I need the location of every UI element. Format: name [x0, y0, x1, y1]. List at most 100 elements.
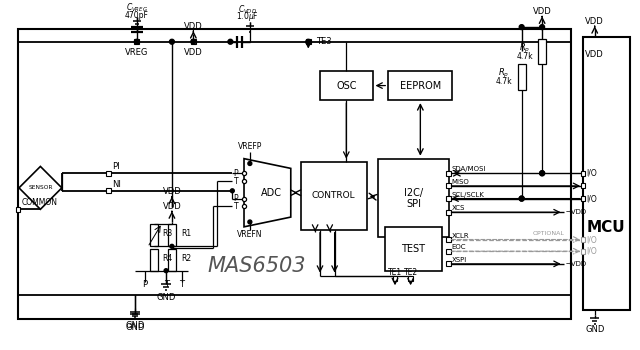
Bar	[446, 183, 451, 188]
Text: $R_p$: $R_p$	[499, 67, 510, 80]
Text: SPI: SPI	[406, 199, 421, 209]
Text: T: T	[164, 280, 168, 289]
Bar	[408, 276, 413, 281]
Bar	[385, 227, 442, 271]
Circle shape	[540, 25, 545, 29]
Text: VDD: VDD	[586, 50, 604, 59]
Bar	[446, 237, 451, 242]
Text: T: T	[234, 202, 238, 211]
Bar	[580, 171, 586, 176]
Bar	[301, 162, 367, 230]
Text: R1: R1	[182, 229, 192, 238]
Text: I/O: I/O	[586, 235, 596, 244]
Text: GND: GND	[585, 325, 604, 334]
Text: VDD: VDD	[184, 48, 203, 57]
Text: VDD: VDD	[163, 202, 181, 211]
Circle shape	[248, 220, 252, 224]
Text: VREFP: VREFP	[237, 142, 262, 152]
Text: I/O: I/O	[586, 194, 596, 203]
Bar	[150, 249, 158, 271]
Text: GND: GND	[125, 323, 145, 332]
Bar	[168, 249, 176, 271]
Text: 4.7k: 4.7k	[496, 77, 513, 86]
Text: ADC: ADC	[260, 188, 282, 198]
Text: →VDD: →VDD	[566, 261, 587, 267]
Bar	[134, 39, 140, 44]
Circle shape	[306, 39, 311, 44]
Text: MAS6503: MAS6503	[207, 256, 306, 276]
Bar	[538, 39, 546, 64]
Text: VDD: VDD	[163, 187, 181, 196]
Circle shape	[191, 39, 196, 44]
Text: SCL/SCLK: SCL/SCLK	[451, 191, 484, 198]
Circle shape	[519, 25, 524, 29]
Text: PI: PI	[113, 162, 120, 171]
Text: TE2: TE2	[404, 268, 418, 277]
Text: XSPI: XSPI	[451, 257, 467, 263]
Bar	[446, 171, 451, 176]
Text: TEST: TEST	[401, 244, 426, 254]
Bar	[446, 261, 451, 266]
Bar	[392, 276, 397, 281]
Text: EEPROM: EEPROM	[400, 80, 441, 91]
Text: TE3: TE3	[316, 37, 332, 46]
Circle shape	[540, 171, 545, 176]
Circle shape	[228, 39, 233, 44]
Text: VREFN: VREFN	[237, 230, 262, 239]
Bar	[580, 249, 586, 254]
Bar	[446, 196, 451, 201]
Text: COMMON: COMMON	[22, 198, 58, 207]
Text: P: P	[142, 280, 147, 289]
Text: XCS: XCS	[451, 205, 465, 211]
Text: P: P	[234, 169, 238, 178]
Bar	[446, 249, 451, 254]
Text: VDD: VDD	[586, 17, 604, 26]
Text: R4: R4	[162, 254, 172, 264]
Bar	[150, 224, 158, 246]
Bar	[446, 210, 451, 215]
Polygon shape	[19, 167, 62, 209]
Text: NI: NI	[113, 180, 122, 189]
Text: VREG: VREG	[125, 48, 148, 57]
Text: OPTIONAL: OPTIONAL	[533, 231, 565, 236]
Bar	[580, 237, 586, 242]
Text: MISO: MISO	[451, 179, 469, 185]
Text: P: P	[234, 194, 238, 203]
Bar	[583, 37, 630, 310]
Bar	[18, 29, 572, 320]
Text: T: T	[234, 176, 238, 186]
Bar	[106, 171, 111, 176]
Circle shape	[540, 171, 545, 176]
Text: $C_{VDD}$: $C_{VDD}$	[239, 4, 257, 16]
Bar	[378, 159, 449, 237]
Bar	[15, 207, 20, 212]
Text: XCLR: XCLR	[451, 232, 469, 239]
Circle shape	[248, 162, 252, 166]
Bar	[320, 71, 372, 100]
Bar	[306, 39, 311, 44]
Text: 1.0$\mu$F: 1.0$\mu$F	[236, 10, 259, 23]
Text: I2C/: I2C/	[404, 188, 423, 198]
Text: I/O: I/O	[586, 247, 596, 256]
Bar	[580, 196, 586, 201]
Text: EOC: EOC	[451, 244, 466, 250]
Text: OSC: OSC	[336, 80, 356, 91]
Bar	[191, 39, 196, 44]
Bar	[168, 224, 176, 246]
Circle shape	[170, 244, 174, 248]
Text: R2: R2	[182, 254, 192, 264]
Circle shape	[164, 269, 168, 273]
Bar	[518, 64, 525, 90]
Circle shape	[170, 39, 174, 44]
Text: SDA/MOSI: SDA/MOSI	[451, 166, 486, 172]
Circle shape	[134, 39, 140, 44]
Text: →VDD: →VDD	[566, 209, 587, 215]
Text: VDD: VDD	[532, 7, 552, 16]
Bar	[388, 71, 452, 100]
Text: 470pF: 470pF	[125, 11, 148, 20]
Text: 4.7k: 4.7k	[516, 52, 533, 61]
Text: T: T	[179, 280, 184, 289]
Text: R3: R3	[162, 229, 172, 238]
Text: SENSOR: SENSOR	[28, 186, 52, 190]
Text: $R_p$: $R_p$	[519, 42, 530, 55]
